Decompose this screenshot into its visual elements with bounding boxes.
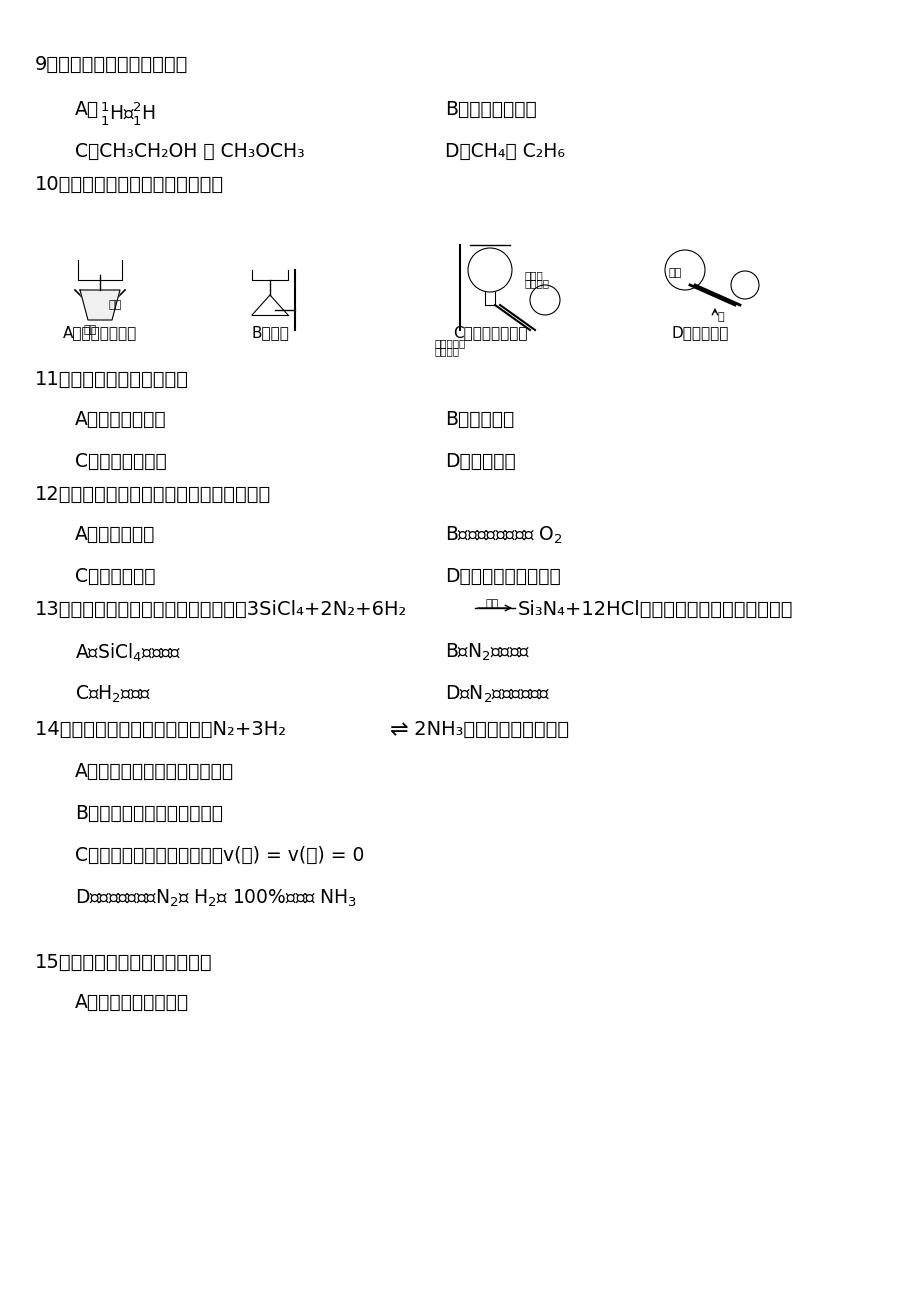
Text: B．N$_2$是还原剂: B．N$_2$是还原剂 xyxy=(445,642,529,663)
Text: 乙醇: 乙醇 xyxy=(84,326,96,335)
Text: 14．在密闭容器中进行的反映：N₂+3H₂: 14．在密闭容器中进行的反映：N₂+3H₂ xyxy=(35,720,292,740)
Text: D．具有酸性和氧化性: D．具有酸性和氧化性 xyxy=(445,566,561,586)
Text: A．SiCl$_4$是氧化剂: A．SiCl$_4$是氧化剂 xyxy=(75,642,181,664)
Text: 15．下列有关苯的说法对的的是: 15．下列有关苯的说法对的的是 xyxy=(35,953,212,973)
Circle shape xyxy=(731,271,758,299)
Text: 饱和碳: 饱和碳 xyxy=(525,270,543,280)
Text: 11．下列过程吸取热量的是: 11．下列过程吸取热量的是 xyxy=(35,370,188,389)
Text: C．CH₃CH₂OH 和 CH₃OCH₃: C．CH₃CH₂OH 和 CH₃OCH₃ xyxy=(75,142,304,161)
Text: B．强光照射可放出 O$_2$: B．强光照射可放出 O$_2$ xyxy=(445,525,562,547)
Text: A．属于高分子化合物: A．属于高分子化合物 xyxy=(75,993,189,1012)
Text: Si₃N₄+12HCl，有关该反映的说法对的的是: Si₃N₄+12HCl，有关该反映的说法对的的是 xyxy=(517,600,792,618)
Text: 10．下列实验措施或操作对的的是: 10．下列实验措施或操作对的的是 xyxy=(35,174,224,194)
Circle shape xyxy=(529,285,560,315)
Text: C．达到平衡时，反映速率：v(正) = v(逆) = 0: C．达到平衡时，反映速率：v(正) = v(逆) = 0 xyxy=(75,846,364,865)
Text: B．粉尘爆燃: B．粉尘爆燃 xyxy=(445,410,514,428)
Text: D．N$_2$发生还原反映: D．N$_2$发生还原反映 xyxy=(445,684,550,706)
Text: C．制取乙酸乙酯: C．制取乙酸乙酯 xyxy=(452,326,527,340)
Circle shape xyxy=(468,247,512,292)
Text: 水: 水 xyxy=(717,312,724,322)
Text: ⇌: ⇌ xyxy=(390,720,408,740)
Text: D．达到平衡时，N$_2$和 H$_2$能 100%转化为 NH$_3$: D．达到平衡时，N$_2$和 H$_2$能 100%转化为 NH$_3$ xyxy=(75,888,357,909)
Text: B．增大压强能减慢反映速率: B．增大压强能减慢反映速率 xyxy=(75,805,222,823)
Text: 酸钠溶液: 酸钠溶液 xyxy=(525,279,550,288)
Text: 12．下列有关新制氯水性质的说法错误的是: 12．下列有关新制氯水性质的说法错误的是 xyxy=(35,486,271,504)
Text: D．液氨气化: D．液氨气化 xyxy=(445,452,516,471)
Text: D．制取淡水: D．制取淡水 xyxy=(671,326,728,340)
Text: C．H$_2$被还原: C．H$_2$被还原 xyxy=(75,684,151,706)
Text: 9．互为同素异形体的一组是: 9．互为同素异形体的一组是 xyxy=(35,55,188,74)
Text: D．CH₄和 C₂H₆: D．CH₄和 C₂H₆ xyxy=(445,142,564,161)
Text: 碘水: 碘水 xyxy=(108,299,121,310)
Text: B．过滤: B．过滤 xyxy=(251,326,289,340)
Text: A．镁条溶于盐酸: A．镁条溶于盐酸 xyxy=(75,410,166,428)
Text: C．生石灰溶于水: C．生石灰溶于水 xyxy=(75,452,166,471)
Circle shape xyxy=(664,250,704,290)
Text: 2NH₃，下列说法对的的是: 2NH₃，下列说法对的的是 xyxy=(407,720,569,740)
Text: 点燃: 点燃 xyxy=(485,599,498,609)
Text: 乙醇、乙酸: 乙醇、乙酸 xyxy=(435,339,466,348)
Text: 海水: 海水 xyxy=(667,268,681,279)
Text: A．加入催化剂能加快反映速率: A．加入催化剂能加快反映速率 xyxy=(75,762,233,781)
Text: C．具有漂白性: C．具有漂白性 xyxy=(75,566,155,586)
Text: A．萃取碘水中碘: A．萃取碘水中碘 xyxy=(62,326,137,340)
Text: B．金刚石和石墨: B．金刚石和石墨 xyxy=(445,100,536,118)
Text: A．溶液呈无色: A．溶液呈无色 xyxy=(75,525,155,544)
Text: A．: A． xyxy=(75,100,99,118)
Polygon shape xyxy=(80,290,119,320)
Text: 和浓硫酸: 和浓硫酸 xyxy=(435,346,460,355)
Text: 13．工业上生产氮化硅陶瓷的反映为：3SiCl₄+2N₂+6H₂: 13．工业上生产氮化硅陶瓷的反映为：3SiCl₄+2N₂+6H₂ xyxy=(35,600,407,618)
Text: $^1_1$H和$^2_1$H: $^1_1$H和$^2_1$H xyxy=(100,100,155,128)
